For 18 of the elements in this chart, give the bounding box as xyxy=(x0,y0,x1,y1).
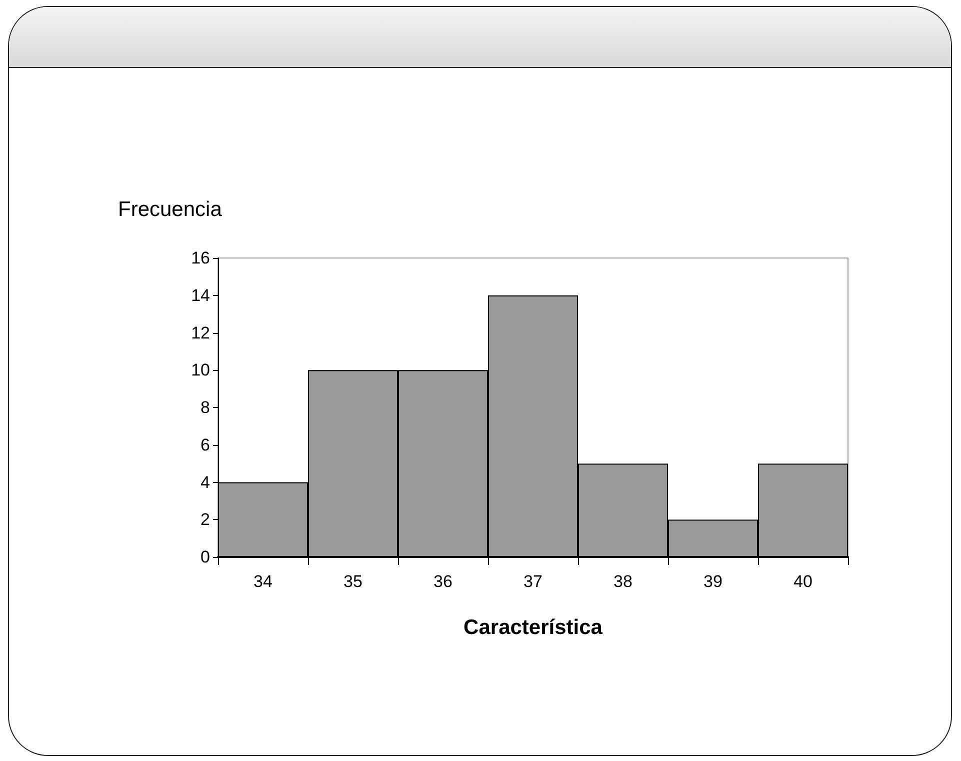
x-tick-label: 38 xyxy=(614,572,632,591)
y-tick-label: 0 xyxy=(200,548,210,566)
y-tick-label: 6 xyxy=(200,435,210,454)
x-tick-label: 35 xyxy=(344,572,362,591)
x-axis-title: Característica xyxy=(464,616,603,639)
y-tick-label: 2 xyxy=(200,510,210,530)
x-tick-label: 39 xyxy=(704,572,722,591)
y-tick-label: 12 xyxy=(191,323,210,342)
y-tick-label: 8 xyxy=(200,398,210,417)
y-tick-label: 10 xyxy=(191,360,210,380)
x-tick-label: 40 xyxy=(794,572,812,591)
x-tick-label: 34 xyxy=(254,572,272,591)
y-tick-label: 16 xyxy=(191,248,210,268)
y-axis-title: Frecuencia xyxy=(118,198,222,221)
x-tick-label: 36 xyxy=(434,572,452,591)
y-tick-label: 4 xyxy=(200,472,210,492)
x-tick-label: 37 xyxy=(524,572,542,591)
y-tick-label: 14 xyxy=(191,286,210,305)
